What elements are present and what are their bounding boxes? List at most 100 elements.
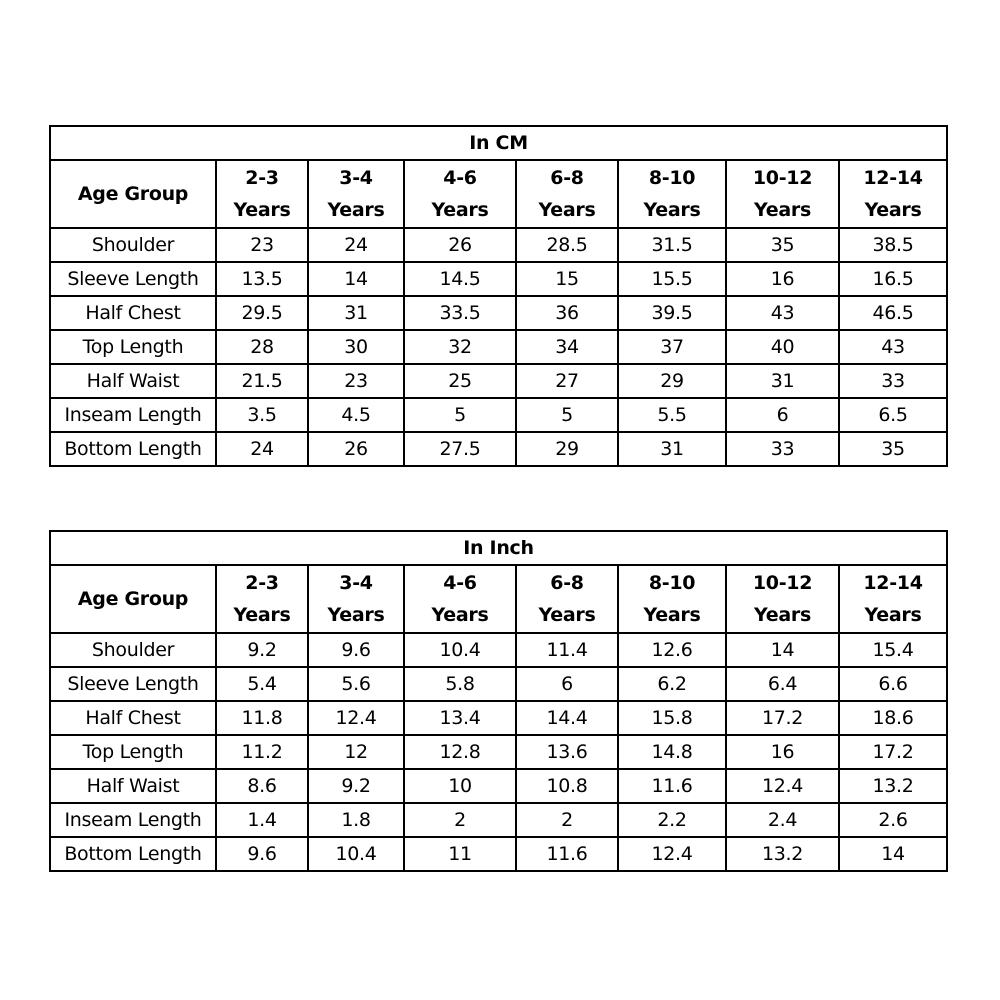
table-row: Bottom Length 9.6 10.4 11 11.6 12.4 13.2 14	[49, 836, 948, 872]
table-cell: 15.8	[617, 700, 727, 736]
column-header-line: 2-3	[245, 572, 279, 594]
table-cell: 17.2	[725, 700, 840, 736]
column-header-line: 6-8	[550, 167, 584, 189]
column-header-line: Years	[643, 604, 701, 626]
column-header: 12-14 Years	[838, 564, 948, 634]
table-cell: 11	[403, 836, 517, 872]
table-title: In Inch	[49, 530, 948, 566]
table-cell: 12.4	[307, 700, 405, 736]
table-row: Shoulder 9.2 9.6 10.4 11.4 12.6 14 15.4	[49, 632, 948, 668]
column-header-line: 4-6	[443, 167, 477, 189]
title-row: In CM	[48, 125, 949, 161]
corner-header: Age Group	[49, 159, 217, 229]
table-cell: 27.5	[403, 431, 517, 467]
table-cell: 3.5	[215, 397, 309, 433]
table-cell: 38.5	[837, 227, 949, 263]
row-label: Half Chest	[49, 700, 217, 736]
table-cell: 9.2	[307, 768, 405, 804]
column-header-line: Years	[431, 604, 489, 626]
column-header: 3-4 Years	[307, 564, 405, 634]
row-label: Half Chest	[49, 295, 217, 331]
table-row: Inseam Length 1.4 1.8 2 2 2.2 2.4 2.6	[49, 802, 948, 838]
table-cell: 31.5	[617, 227, 727, 263]
table-cell: 9.2	[215, 632, 309, 668]
column-header: 2-3 Years	[215, 564, 309, 634]
table-cell: 2.6	[838, 802, 948, 838]
table-row: Top Length 11.2 12 12.8 13.6 14.8 16 17.2	[49, 734, 948, 770]
row-label: Bottom Length	[49, 431, 217, 467]
table-cell: 12.8	[403, 734, 517, 770]
table-cell: 21.5	[215, 363, 309, 399]
table-cell: 13.2	[838, 768, 948, 804]
table-cell: 6	[725, 397, 840, 433]
corner-header: Age Group	[49, 564, 217, 634]
table-cell: 25	[403, 363, 517, 399]
table-cell: 43	[725, 295, 840, 331]
table-cell: 33.5	[403, 295, 517, 331]
table-cell: 28.5	[515, 227, 619, 263]
column-header-line: Years	[538, 199, 596, 221]
row-label: Sleeve Length	[49, 261, 217, 297]
table-cell: 6	[515, 666, 619, 702]
table-cell: 5.8	[403, 666, 517, 702]
column-header: 10-12 Years	[725, 159, 840, 229]
table-cell: 43	[837, 329, 949, 365]
column-header: 2-3 Years	[215, 159, 309, 229]
table-cell: 18.6	[838, 700, 948, 736]
column-header: 6-8 Years	[515, 564, 619, 634]
table-cell: 14.5	[403, 261, 517, 297]
column-header-line: Years	[233, 604, 291, 626]
column-header: 4-6 Years	[403, 564, 517, 634]
table-cell: 23	[307, 363, 405, 399]
column-header-line: Years	[233, 199, 291, 221]
table-cell: 16	[725, 734, 840, 770]
table-cell: 35	[725, 227, 840, 263]
table-cell: 14.4	[515, 700, 619, 736]
column-header-line: 3-4	[339, 572, 373, 594]
column-header: 8-10 Years	[617, 159, 727, 229]
table-cell: 5.6	[307, 666, 405, 702]
table-cell: 6.5	[837, 397, 949, 433]
table-cell: 17.2	[838, 734, 948, 770]
row-label: Inseam Length	[49, 397, 217, 433]
table-cell: 10.4	[307, 836, 405, 872]
column-header-line: Years	[431, 199, 489, 221]
table-cell: 14	[838, 836, 948, 872]
table-cell: 29.5	[215, 295, 309, 331]
table-cell: 26	[307, 431, 405, 467]
table-cell: 24	[307, 227, 405, 263]
table-cell: 12	[307, 734, 405, 770]
column-header: 4-6 Years	[403, 159, 517, 229]
table-cell: 29	[515, 431, 619, 467]
table-cell: 40	[725, 329, 840, 365]
table-cell: 13.5	[215, 261, 309, 297]
header-row: Age Group 2-3 Years 3-4 Years 4-6 Years 6-8 Year…	[49, 564, 948, 634]
table-cell: 12.4	[725, 768, 840, 804]
column-header-line: 2-3	[245, 167, 279, 189]
table-title: In CM	[48, 125, 949, 161]
column-header: 3-4 Years	[307, 159, 405, 229]
table-cell: 34	[515, 329, 619, 365]
table-row: Inseam Length 3.5 4.5 5 5 5.5 6 6.5	[49, 397, 949, 433]
table-cell: 27	[515, 363, 619, 399]
column-header-line: Years	[864, 199, 922, 221]
table-cell: 15.4	[838, 632, 948, 668]
column-header-line: Years	[643, 199, 701, 221]
column-header: 10-12 Years	[725, 564, 840, 634]
table-cell: 8.6	[215, 768, 309, 804]
table-cell: 13.6	[515, 734, 619, 770]
table-cell: 14	[725, 632, 840, 668]
table-row: Top Length 28 30 32 34 37 40 43	[49, 329, 949, 365]
table-cell: 13.2	[725, 836, 840, 872]
table-cell: 2	[403, 802, 517, 838]
table-cell: 10.4	[403, 632, 517, 668]
table-cell: 23	[215, 227, 309, 263]
table-cell: 16	[725, 261, 840, 297]
table-cell: 6.2	[617, 666, 727, 702]
table-cell: 2.2	[617, 802, 727, 838]
column-header-line: Years	[864, 604, 922, 626]
column-header: 8-10 Years	[617, 564, 727, 634]
table-row: Sleeve Length 5.4 5.6 5.8 6 6.2 6.4 6.6	[49, 666, 948, 702]
table-cell: 6.6	[838, 666, 948, 702]
table-cell: 11.8	[215, 700, 309, 736]
